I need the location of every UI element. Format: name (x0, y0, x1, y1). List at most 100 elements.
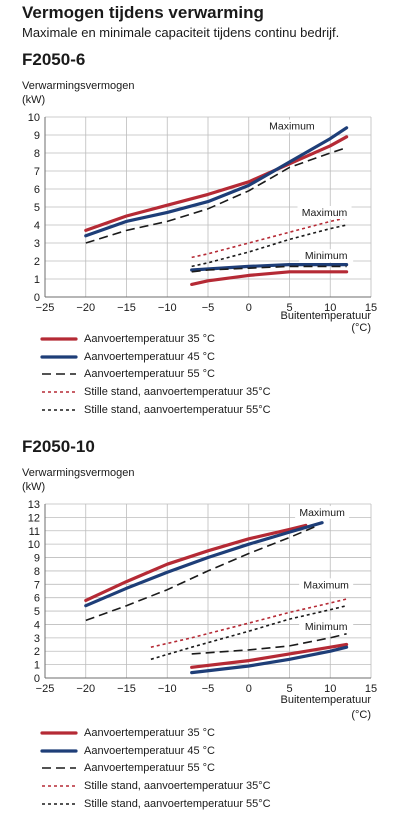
legend-item: Aanvoertemperatuur 35 °C (40, 724, 271, 742)
y-tick-label: 2 (34, 256, 40, 268)
page-subtitle: Maximale en minimale capaciteit tijdens … (22, 25, 340, 40)
annotation-bg (295, 506, 350, 520)
y-tick-label: 9 (34, 553, 40, 565)
x-tick-label: −5 (202, 302, 215, 314)
y-tick-label: 11 (29, 526, 40, 538)
page-title: Vermogen tijdens verwarming (22, 3, 264, 22)
legend-swatch (42, 803, 76, 805)
x-tick-label: −10 (158, 302, 177, 314)
y-axis-label: Verwarmingsvermogen (22, 80, 135, 92)
annotation-label: Maximum (299, 507, 345, 519)
y-tick-label: 12 (28, 512, 40, 524)
series-line-black-dashed (85, 146, 347, 244)
series-line-red-dotted (191, 217, 347, 259)
annotation-label: Maximum (303, 579, 349, 591)
y-tick-label: 10 (28, 112, 40, 124)
legend-item: Stille stand, aanvoertemperatuur 55°C (40, 401, 271, 419)
legend-item: Aanvoertemperatuur 55 °C (40, 760, 271, 778)
y-tick-label: 7 (34, 579, 40, 591)
x-axis-label: Buitentemperatuur (281, 694, 372, 706)
y-tick-label: 3 (34, 633, 40, 645)
x-tick-label: −25 (36, 683, 55, 695)
y-tick-label: 7 (34, 166, 40, 178)
x-tick-label: 5 (286, 683, 292, 695)
series-line-red-dotted (150, 598, 347, 648)
y-tick-label: 1 (34, 274, 40, 286)
chart-f2050-6: 0 1 2 3 4 5 6 7 8 9 10 −25 −20 −15 −10 −5 0 5 10 15 Verwarmi… (22, 80, 377, 334)
y-tick-label: 13 (28, 499, 40, 511)
legend-label: Aanvoertemperatuur 35 °C (84, 726, 215, 739)
series-line-black-dashed (191, 265, 347, 273)
legend-label: Stille stand, aanvoertemperatuur 35°C (84, 780, 271, 793)
annotation-label: Minimum (305, 250, 348, 262)
x-tick-label: 15 (365, 302, 377, 314)
legend-label: Aanvoertemperatuur 45 °C (84, 350, 215, 363)
series-line-red-solid (190, 642, 349, 669)
legend-f2050-6: Aanvoertemperatuur 35 °C Aanvoertemperatu… (40, 330, 271, 419)
series-group (84, 126, 349, 286)
legend-item: Stille stand, aanvoertemperatuur 55°C (40, 795, 271, 813)
annotation-bg (264, 119, 319, 133)
x-tick-label: −25 (36, 302, 55, 314)
legend-item: Stille stand, aanvoertemperatuur 35°C (40, 777, 271, 795)
legend-item: Aanvoertemperatuur 45 °C (40, 348, 271, 366)
y-tick-label: 5 (34, 202, 40, 214)
annotation-label: Maximum (302, 207, 348, 219)
legend-item: Aanvoertemperatuur 55 °C (40, 366, 271, 384)
x-tick-label: 10 (324, 302, 336, 314)
y-tick-label: 8 (34, 566, 40, 578)
legend-label: Aanvoertemperatuur 35 °C (84, 332, 215, 345)
y-tick-label: 6 (34, 184, 40, 196)
x-tick-label: 15 (365, 683, 377, 695)
y-axis-unit: (kW) (22, 481, 45, 493)
y-tick-label: 1 (34, 660, 40, 672)
legend-swatch (40, 355, 78, 359)
y-tick-label: 3 (34, 238, 40, 250)
y-tick-label: 0 (34, 292, 40, 304)
legend-swatch (42, 785, 76, 788)
y-tick-label: 9 (34, 130, 40, 142)
legend-item: Aanvoertemperatuur 35 °C (40, 330, 271, 348)
x-tick-label: −20 (76, 302, 95, 314)
annotation-bg (299, 249, 354, 263)
y-tick-label: 4 (34, 220, 40, 232)
series-line-red-solid (190, 270, 349, 286)
x-tick-label: 0 (246, 683, 252, 695)
x-tick-label: −5 (202, 683, 215, 695)
x-tick-label: −20 (76, 683, 95, 695)
series-line-blue-solid (84, 521, 324, 608)
x-tick-label: −15 (117, 683, 136, 695)
legend-swatch (42, 391, 76, 394)
series-line-blue-solid (84, 126, 349, 238)
legend-label: Stille stand, aanvoertemperatuur 35°C (84, 386, 271, 399)
series-line-blue-solid (190, 645, 349, 675)
legend-swatch (40, 337, 78, 341)
y-tick-label: 6 (34, 593, 40, 605)
model-title-f2050-10: F2050-10 (22, 437, 95, 456)
legend-swatch (42, 409, 76, 411)
model-title-f2050-6: F2050-6 (22, 50, 86, 69)
legend-label: Stille stand, aanvoertemperatuur 55°C (84, 404, 271, 417)
series-line-red-solid (84, 523, 308, 602)
series-line-black-dotted (150, 604, 347, 661)
annotation-label: Maximum (269, 121, 315, 133)
y-axis-unit: (kW) (22, 94, 45, 106)
x-tick-label: 10 (324, 683, 336, 695)
x-tick-label: −10 (158, 683, 177, 695)
legend-item: Stille stand, aanvoertemperatuur 35°C (40, 383, 271, 401)
legend-swatch (42, 373, 76, 376)
y-tick-label: 10 (28, 539, 40, 551)
x-tick-label: 5 (286, 302, 292, 314)
x-axis-unit: (°C) (351, 709, 371, 721)
annotation-label: Minimum (305, 621, 348, 633)
series-line-red-solid (84, 135, 349, 232)
series-line-black-dashed (191, 633, 347, 655)
y-axis-label: Verwarmingsvermogen (22, 467, 135, 479)
series-group (84, 521, 349, 675)
x-tick-label: −15 (117, 302, 136, 314)
legend-label: Aanvoertemperatuur 55 °C (84, 368, 215, 381)
series-line-black-dashed (85, 524, 319, 622)
y-tick-label: 8 (34, 148, 40, 160)
annotation-bg (299, 619, 354, 633)
